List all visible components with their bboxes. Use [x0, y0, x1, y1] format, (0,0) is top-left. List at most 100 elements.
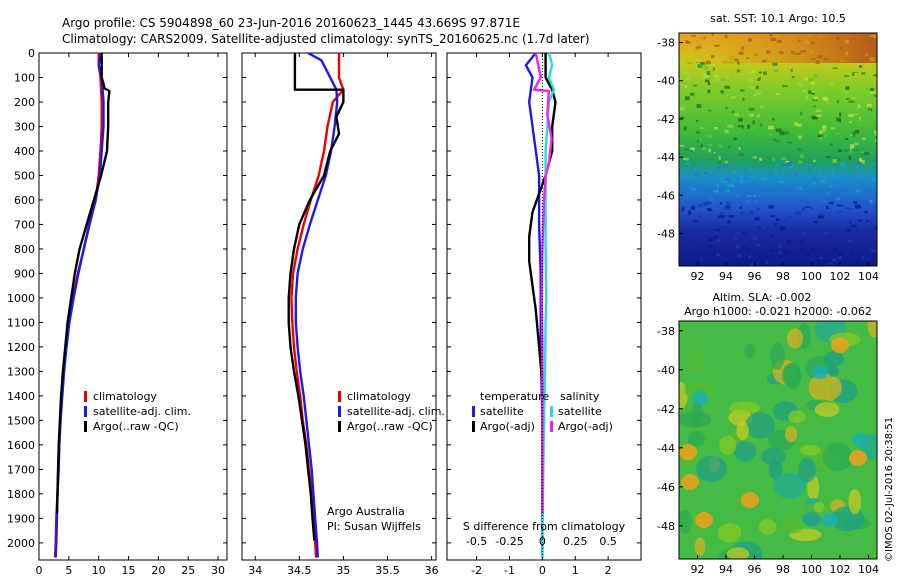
- sst-speck: [839, 46, 843, 50]
- sst-speck: [844, 51, 849, 56]
- sst-speck: [708, 109, 712, 112]
- sst-speck: [839, 119, 841, 123]
- sst-speck: [869, 199, 873, 204]
- sst-speck: [709, 208, 713, 212]
- sst-speck: [708, 173, 711, 177]
- sst-speck: [700, 259, 703, 261]
- sla-blob: [823, 351, 844, 367]
- map-x-tick-label: 92: [691, 270, 705, 283]
- sst-speck: [700, 144, 703, 148]
- sst-speck: [749, 263, 754, 266]
- sst-speck: [722, 60, 729, 64]
- legend-title: temperature: [480, 390, 549, 403]
- sst-speck: [779, 185, 785, 188]
- x-tick-label: 30: [211, 564, 225, 577]
- sst-speck: [717, 120, 722, 123]
- series-line: [294, 51, 339, 558]
- sst-speck: [737, 125, 743, 128]
- sst-speck: [849, 252, 855, 256]
- y-tick-label: 1300: [7, 365, 35, 378]
- sla-texture: [679, 321, 877, 559]
- sst-speck: [820, 179, 826, 183]
- sla-blob: [679, 382, 688, 410]
- sst-speck: [748, 86, 753, 89]
- sst-speck: [768, 205, 775, 209]
- sst-speck: [824, 259, 827, 264]
- map-x-tick-label: 102: [829, 563, 850, 576]
- sst-speck: [810, 58, 816, 60]
- s-axis-label: S difference from climatology: [463, 520, 626, 533]
- sst-speck: [848, 100, 855, 103]
- sst-speck: [734, 183, 739, 188]
- sst-speck: [703, 75, 710, 78]
- sla-blob: [696, 455, 727, 482]
- sst-speck: [679, 144, 684, 147]
- series-line: [287, 53, 345, 541]
- sst-speck: [812, 181, 817, 185]
- y-tick-label: 400: [14, 145, 35, 158]
- sst-speck: [779, 263, 784, 266]
- sst-speck: [812, 159, 816, 163]
- sst-speck: [826, 63, 832, 68]
- sst-speck: [798, 240, 803, 243]
- sst-speck: [836, 204, 842, 207]
- legend-label: satellite: [480, 405, 524, 418]
- sla-title-2: Argo h1000: -0.021 h2000: -0.062: [684, 305, 872, 318]
- sst-speck: [782, 85, 788, 88]
- sst-speck: [790, 68, 793, 72]
- sst-speck: [765, 260, 768, 265]
- sst-speck: [710, 67, 714, 70]
- sst-speck: [828, 113, 833, 117]
- imos-stamp: ©IMOS 02-Jul-2016 20:38:51: [884, 417, 895, 562]
- sst-speck: [869, 91, 876, 94]
- sst-speck: [735, 33, 741, 36]
- temperature-panel: 0100200300400500600700800900100011001200…: [7, 47, 228, 577]
- legend-swatch: [84, 421, 87, 432]
- sst-speck: [857, 162, 863, 165]
- legend-label: Argo(-adj): [558, 420, 613, 433]
- difference-panel: -2-1012T difference from climatology-0.5…: [446, 52, 642, 577]
- sst-speck: [719, 211, 724, 215]
- x-tick-label: 15: [122, 564, 136, 577]
- sst-speck: [687, 244, 690, 247]
- sst-speck: [702, 73, 707, 76]
- legend-swatch: [550, 421, 553, 432]
- sst-speck: [738, 117, 743, 122]
- sst-speck: [854, 142, 859, 146]
- sst-speck: [710, 242, 715, 244]
- sst-speck: [811, 41, 815, 44]
- map-y-tick-label: -40: [657, 364, 675, 377]
- sst-speck: [718, 144, 723, 148]
- sst-speck: [826, 101, 831, 104]
- y-tick-label: 500: [14, 169, 35, 182]
- annotation-line: Argo Australia: [327, 505, 405, 518]
- sst-speck: [723, 214, 727, 219]
- sst-speck: [774, 35, 780, 39]
- sst-speck: [693, 220, 699, 223]
- sst-speck: [812, 177, 819, 181]
- sst-speck: [706, 208, 709, 211]
- sst-speck: [850, 147, 853, 150]
- sst-speck: [688, 189, 695, 193]
- sst-speck: [801, 207, 806, 212]
- sst-speck: [772, 157, 775, 162]
- s-tick-label: 0.5: [599, 535, 617, 548]
- sst-speck: [724, 226, 727, 229]
- legend-label: climatology: [93, 390, 157, 403]
- sst-speck: [701, 147, 706, 151]
- legend-label: satellite-adj. clim.: [347, 405, 445, 418]
- x-tick-label: 36: [425, 564, 439, 577]
- sst-speck: [829, 185, 833, 188]
- sst-speck: [855, 189, 861, 193]
- sst-speck: [812, 93, 815, 95]
- sst-speck: [706, 134, 712, 138]
- y-tick-label: 1700: [7, 463, 35, 476]
- sst-speck: [791, 76, 795, 79]
- sla-title: Altim. SLA: -0.002: [712, 291, 811, 304]
- sst-speck: [875, 186, 877, 189]
- sst-speck: [799, 111, 803, 116]
- sla-blob: [688, 347, 704, 374]
- sst-speck: [843, 149, 849, 152]
- sla-blob: [744, 344, 756, 359]
- sla-blob: [694, 537, 706, 556]
